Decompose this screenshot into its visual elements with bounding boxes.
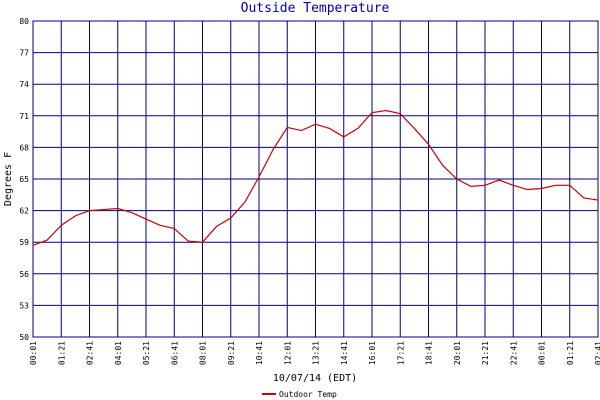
y-tick-label: 68 <box>19 143 29 152</box>
x-tick-label: 18:41 <box>425 341 434 365</box>
x-tick-label: 02:41 <box>86 341 95 365</box>
y-tick-label: 59 <box>19 238 29 247</box>
x-tick-label: 22:41 <box>509 341 518 365</box>
y-tick-label: 53 <box>19 301 29 310</box>
x-tick-label: 13:21 <box>312 341 321 365</box>
x-tick-label: 08:01 <box>199 341 208 365</box>
data-line <box>32 109 599 246</box>
y-axis-label: Degrees F <box>3 152 14 206</box>
x-tick-label: 20:01 <box>453 341 462 365</box>
x-tick-label: 02:41 <box>594 341 600 365</box>
x-tick-label: 05:21 <box>142 341 151 365</box>
x-tick-label: 14:41 <box>340 341 349 365</box>
x-axis-label: 10/07/14 (EDT) <box>273 373 357 384</box>
x-tick-label: 16:01 <box>368 341 377 365</box>
y-tick-label: 74 <box>19 80 29 89</box>
x-tick-label: 09:21 <box>227 341 236 365</box>
y-tick-label: 56 <box>19 270 29 279</box>
x-tick-label: 06:41 <box>170 341 179 365</box>
x-tick-label: 21:21 <box>481 341 490 365</box>
y-tick-label: 65 <box>19 175 29 184</box>
x-tick-label: 12:01 <box>283 341 292 365</box>
y-tick-label: 71 <box>19 112 29 121</box>
chart-title: Outside Temperature <box>241 1 390 16</box>
x-tick-label: 01:21 <box>566 341 575 365</box>
x-tick-label: 17:21 <box>396 341 405 365</box>
x-tick-label: 10:41 <box>255 341 264 365</box>
x-tick-label: 01:21 <box>57 341 66 365</box>
x-tick-label: 00:01 <box>29 341 38 365</box>
y-tick-label: 50 <box>19 333 29 342</box>
y-tick-label: 80 <box>19 17 29 26</box>
x-tick-label: 04:01 <box>114 341 123 365</box>
legend-label: Outdoor Temp <box>279 390 337 399</box>
y-tick-label: 62 <box>19 207 29 216</box>
y-tick-label: 77 <box>19 49 29 58</box>
x-tick-label: 00:01 <box>538 341 547 365</box>
